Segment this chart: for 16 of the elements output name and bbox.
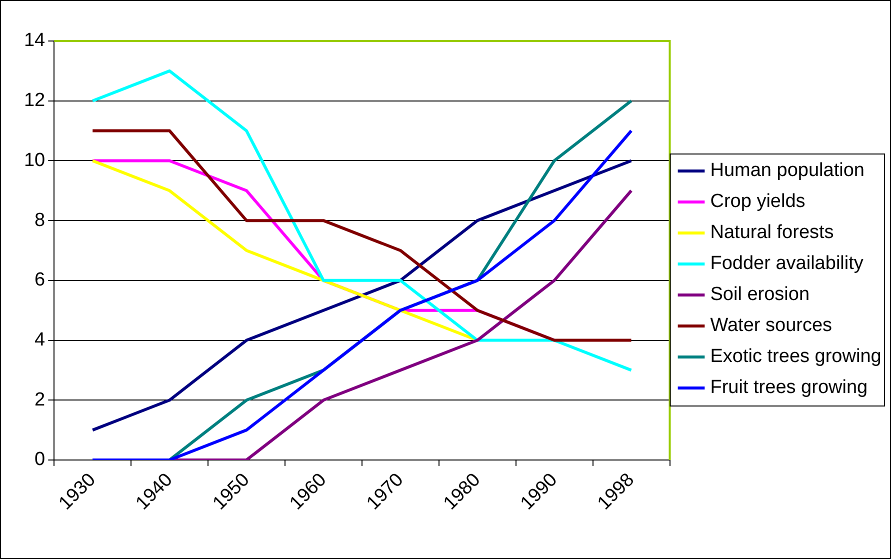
- legend-label: Fruit trees growing: [710, 377, 868, 398]
- y-tick-label: 10: [24, 150, 46, 171]
- legend-label: Human population: [710, 160, 864, 182]
- legend-label: Water sources: [710, 315, 832, 336]
- legend-label: Crop yields: [710, 191, 806, 212]
- y-tick-label: 12: [24, 90, 46, 112]
- y-tick-label: 6: [34, 270, 46, 291]
- y-tick-label: 0: [34, 449, 46, 470]
- y-tick-label: 14: [24, 30, 46, 52]
- y-tick-label: 8: [34, 210, 46, 231]
- y-tick-label: 4: [34, 330, 46, 351]
- legend-label: Natural forests: [710, 222, 834, 244]
- legend-label: Fodder availability: [710, 253, 864, 274]
- y-tick-label: 2: [34, 389, 46, 410]
- legend-label: Soil erosion: [710, 284, 810, 306]
- legend-label: Exotic trees growing: [710, 346, 882, 368]
